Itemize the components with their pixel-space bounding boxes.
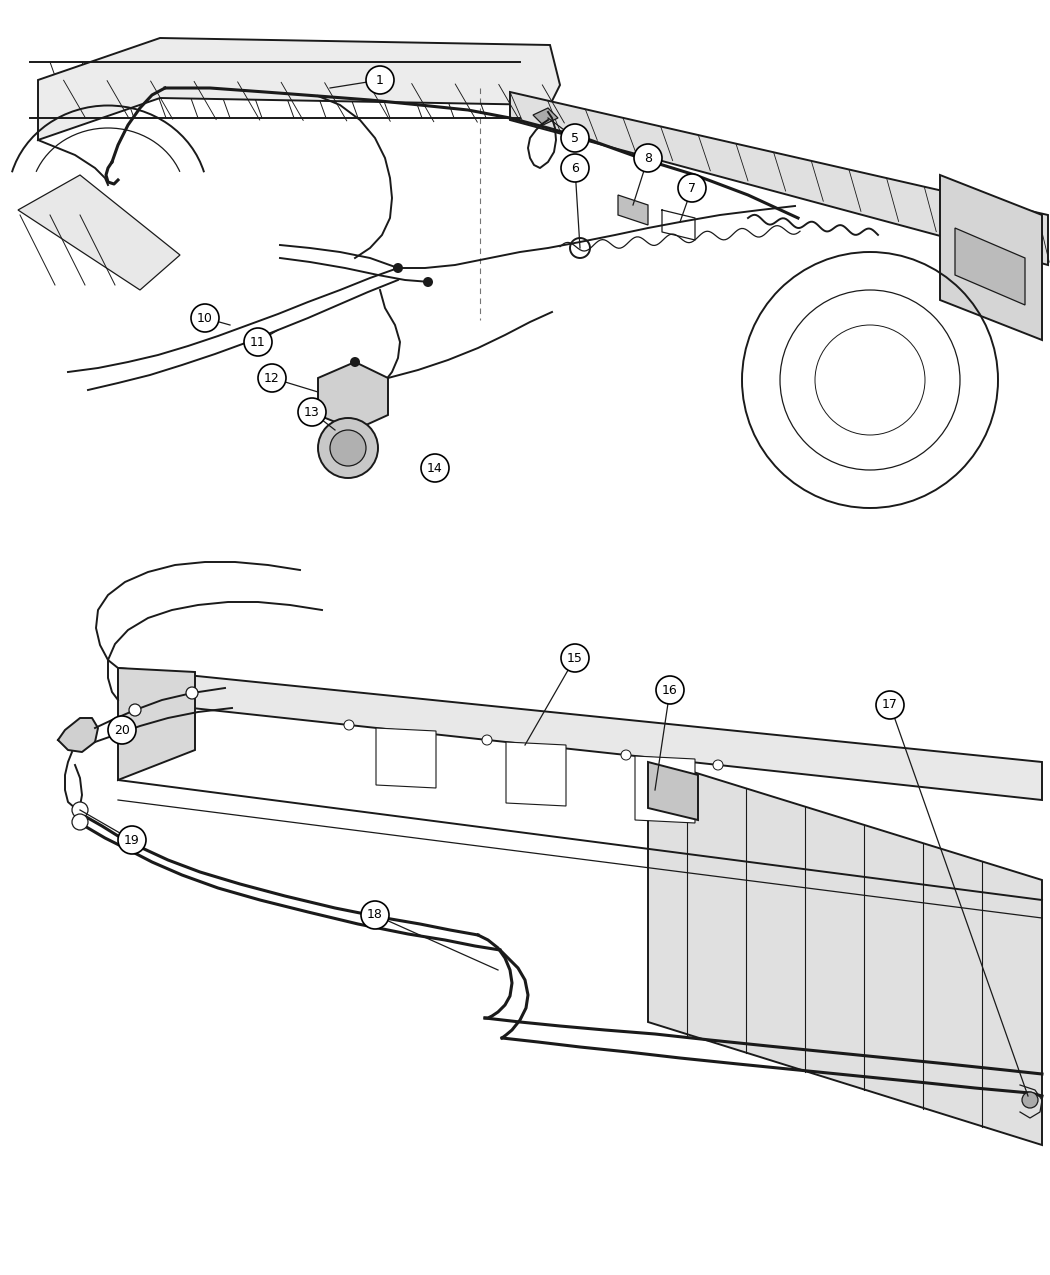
Circle shape [72, 802, 88, 819]
Polygon shape [18, 175, 180, 289]
Text: 1: 1 [376, 74, 384, 87]
Polygon shape [118, 668, 195, 780]
Circle shape [298, 398, 326, 426]
Text: 20: 20 [114, 723, 130, 737]
Circle shape [561, 154, 589, 182]
Polygon shape [533, 108, 558, 125]
Circle shape [423, 277, 433, 287]
Circle shape [318, 418, 378, 478]
Circle shape [876, 691, 904, 719]
Polygon shape [506, 742, 566, 806]
Circle shape [634, 144, 662, 172]
Text: 19: 19 [124, 834, 140, 847]
Circle shape [656, 676, 684, 704]
Circle shape [393, 263, 403, 273]
Circle shape [191, 303, 219, 332]
Circle shape [72, 813, 88, 830]
Circle shape [186, 687, 198, 699]
Circle shape [678, 173, 706, 201]
Text: 13: 13 [304, 405, 320, 418]
Circle shape [713, 760, 723, 770]
Polygon shape [940, 175, 1042, 340]
Polygon shape [648, 759, 1042, 1145]
Circle shape [344, 720, 354, 731]
Circle shape [258, 363, 286, 391]
Text: 18: 18 [368, 909, 383, 922]
Circle shape [421, 454, 449, 482]
Polygon shape [58, 718, 98, 752]
Polygon shape [618, 195, 648, 224]
Polygon shape [38, 38, 560, 140]
Polygon shape [510, 92, 1048, 265]
Circle shape [129, 704, 141, 717]
Circle shape [561, 644, 589, 672]
Circle shape [366, 66, 394, 94]
Circle shape [1022, 1091, 1038, 1108]
Circle shape [482, 734, 492, 745]
Text: 10: 10 [197, 311, 213, 325]
Polygon shape [956, 228, 1025, 305]
Polygon shape [318, 362, 388, 430]
Text: 12: 12 [265, 371, 280, 385]
Circle shape [244, 328, 272, 356]
Text: 7: 7 [688, 181, 696, 195]
Text: 14: 14 [427, 462, 443, 474]
Circle shape [108, 717, 136, 745]
Text: 15: 15 [567, 652, 583, 664]
Polygon shape [635, 756, 695, 822]
Circle shape [621, 750, 631, 760]
Text: 11: 11 [250, 335, 266, 348]
Polygon shape [118, 668, 1042, 799]
Text: 17: 17 [882, 699, 898, 711]
Text: 6: 6 [571, 162, 579, 175]
Polygon shape [648, 762, 698, 820]
Text: 8: 8 [644, 152, 652, 164]
Polygon shape [376, 728, 436, 788]
Circle shape [561, 124, 589, 152]
Circle shape [350, 357, 360, 367]
Circle shape [330, 430, 366, 465]
Circle shape [118, 826, 146, 854]
Text: 16: 16 [663, 683, 678, 696]
Circle shape [361, 901, 388, 929]
Text: 5: 5 [571, 131, 579, 144]
